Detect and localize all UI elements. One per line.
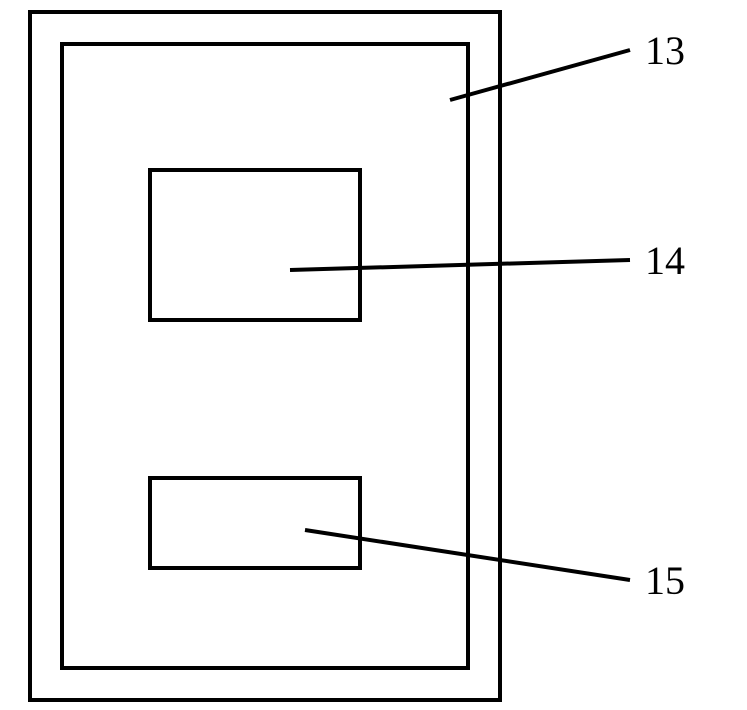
inner-rectangle (62, 44, 468, 668)
diagram-svg: 13 14 15 (0, 0, 747, 710)
label-15: 15 (645, 558, 685, 603)
label-13: 13 (645, 28, 685, 73)
label-14: 14 (645, 238, 685, 283)
upper-inner-box (150, 170, 360, 320)
leader-line-13 (450, 50, 630, 100)
outer-rectangle (30, 12, 500, 700)
leader-line-14 (290, 260, 630, 270)
lower-inner-box (150, 478, 360, 568)
